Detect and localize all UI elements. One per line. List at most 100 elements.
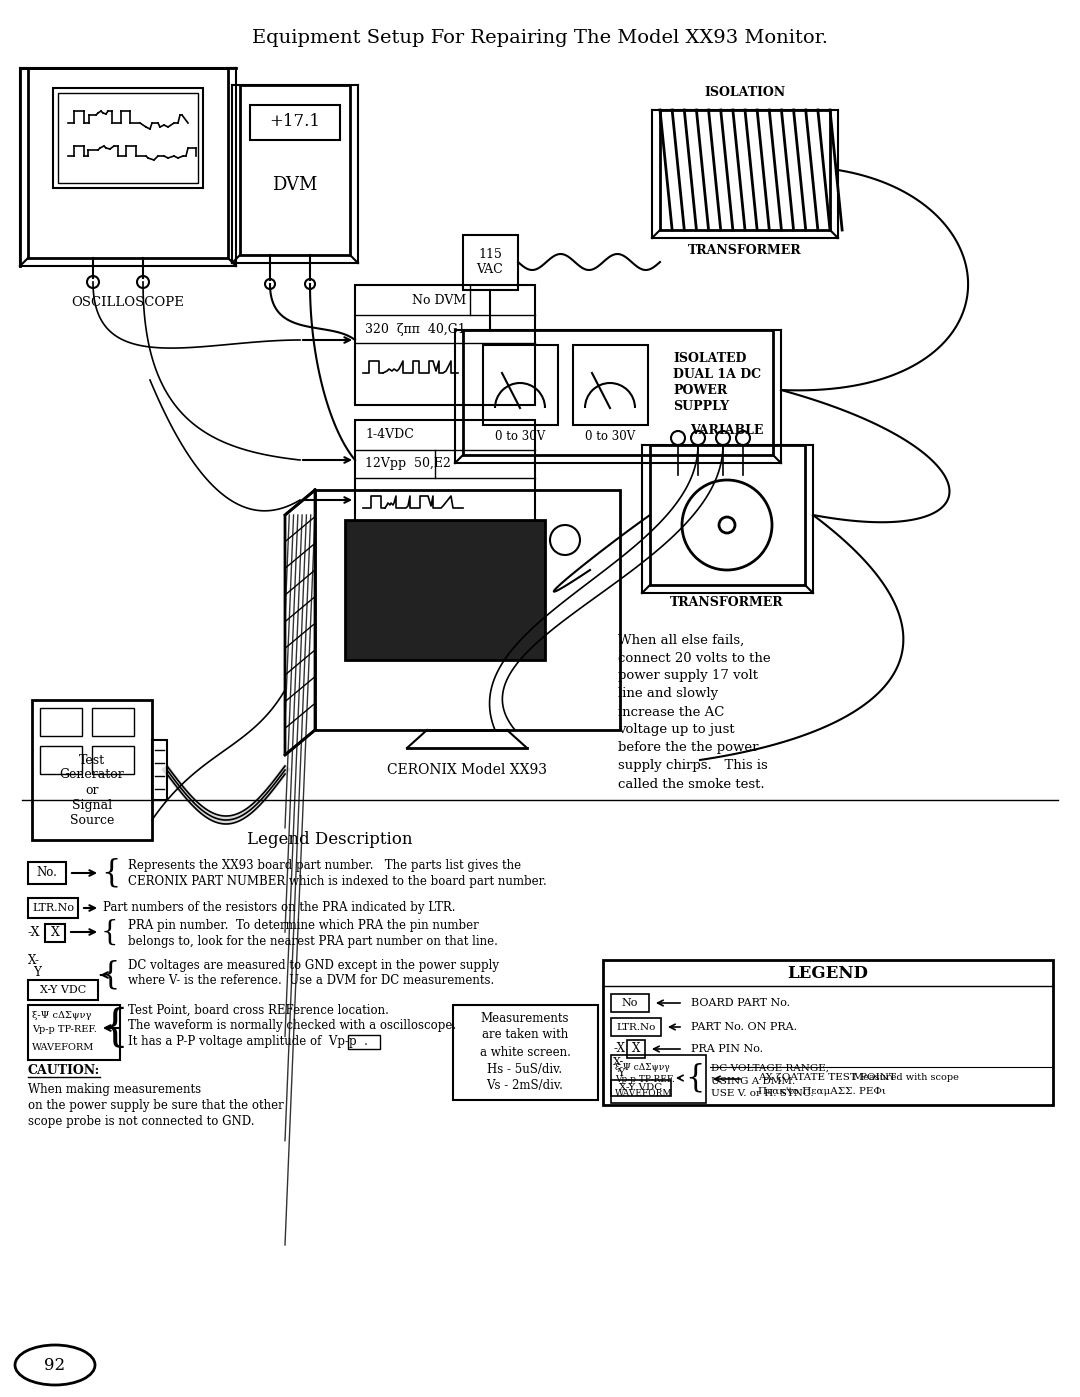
Text: CAUTION:: CAUTION: xyxy=(28,1063,100,1077)
Bar xyxy=(627,1039,645,1058)
Text: -X: -X xyxy=(613,1042,625,1056)
Bar xyxy=(453,1004,598,1099)
Bar xyxy=(58,94,198,183)
Text: LTR.No: LTR.No xyxy=(32,902,75,914)
Text: X-: X- xyxy=(28,954,40,967)
Text: Measurements: Measurements xyxy=(481,1011,569,1024)
Text: belongs to, look for the nearest PRA part number on that line.: belongs to, look for the nearest PRA par… xyxy=(129,936,498,949)
Text: OSCILLOSCOPE: OSCILLOSCOPE xyxy=(71,296,185,310)
Bar xyxy=(483,345,558,425)
Text: 115
VAC: 115 VAC xyxy=(476,249,503,277)
Text: power supply 17 volt: power supply 17 volt xyxy=(618,669,758,683)
Text: 0 to 30V: 0 to 30V xyxy=(585,430,635,443)
Text: {: { xyxy=(685,1063,704,1094)
Text: Y: Y xyxy=(33,965,41,978)
Bar xyxy=(28,1004,120,1060)
Bar xyxy=(28,981,98,1000)
Bar xyxy=(603,960,1053,1105)
Text: When all else fails,: When all else fails, xyxy=(618,633,744,647)
Text: X-: X- xyxy=(613,1058,624,1067)
Text: ξ-Ψ cΔΣψνγ: ξ-Ψ cΔΣψνγ xyxy=(32,1010,92,1020)
Text: LTR.No: LTR.No xyxy=(617,1023,656,1031)
Text: No.: No. xyxy=(37,866,57,880)
Text: Πεακ'to ΠεαμAΣΣ. ΡΕΦι: Πεακ'to ΠεαμAΣΣ. ΡΕΦι xyxy=(758,1087,886,1095)
Text: Represents the XX93 board part number.   The parts list gives the: Represents the XX93 board part number. T… xyxy=(129,859,522,873)
Text: Vs - 2mS/div.: Vs - 2mS/div. xyxy=(487,1080,564,1092)
Text: 12Vpp  50,E2: 12Vpp 50,E2 xyxy=(365,457,450,471)
Bar xyxy=(345,520,545,659)
Bar xyxy=(611,1018,661,1037)
Text: on the power supply be sure that the other: on the power supply be sure that the oth… xyxy=(28,1099,284,1112)
Text: WAVEFORM: WAVEFORM xyxy=(615,1088,673,1098)
Text: are taken with: are taken with xyxy=(482,1028,568,1042)
Text: increase the AC: increase the AC xyxy=(618,705,725,718)
Text: {: { xyxy=(102,918,119,946)
Text: 320  ζππ  40,G1: 320 ζππ 40,G1 xyxy=(365,323,465,335)
Text: ISOLATION: ISOLATION xyxy=(704,85,785,99)
Bar xyxy=(611,995,649,1011)
Text: Vp-p TP-REF.: Vp-p TP-REF. xyxy=(32,1025,97,1035)
Text: scope probe is not connected to GND.: scope probe is not connected to GND. xyxy=(28,1115,255,1129)
Text: TRANSFORMER: TRANSFORMER xyxy=(671,597,784,609)
Text: Vp-p TP-REF.: Vp-p TP-REF. xyxy=(615,1076,675,1084)
Text: Measured with scope: Measured with scope xyxy=(853,1073,959,1081)
Text: {: { xyxy=(100,1006,129,1049)
Text: DVM: DVM xyxy=(272,176,318,194)
Text: DC VOLTAGE RANGE,: DC VOLTAGE RANGE, xyxy=(711,1063,829,1073)
Text: PRA PIN No.: PRA PIN No. xyxy=(691,1044,764,1053)
Text: LEGEND: LEGEND xyxy=(787,964,868,982)
Text: DC voltages are measured to GND except in the power supply: DC voltages are measured to GND except i… xyxy=(129,958,499,971)
Bar xyxy=(92,708,134,736)
Bar xyxy=(348,1035,380,1049)
Bar xyxy=(92,746,134,774)
Bar xyxy=(40,708,82,736)
Text: It has a P-P voltage amplitude of  Vp-p  .: It has a P-P voltage amplitude of Vp-p . xyxy=(129,1035,368,1049)
Text: Y: Y xyxy=(617,1067,624,1078)
Text: The waveform is normally checked with a oscilloscope.: The waveform is normally checked with a … xyxy=(129,1020,456,1032)
Text: X-Y VDC: X-Y VDC xyxy=(40,985,86,995)
Text: Test
Generator
or
Signal
Source: Test Generator or Signal Source xyxy=(59,753,124,827)
Text: connect 20 volts to the: connect 20 volts to the xyxy=(618,651,771,665)
Text: 1-4VDC: 1-4VDC xyxy=(365,429,414,441)
Bar xyxy=(240,85,350,256)
Bar xyxy=(611,1080,671,1097)
Bar xyxy=(355,420,535,541)
Text: +17.1: +17.1 xyxy=(270,113,321,130)
Text: SUPPLY: SUPPLY xyxy=(673,400,729,412)
Text: supply chirps.   This is: supply chirps. This is xyxy=(618,760,768,773)
Bar xyxy=(32,700,152,840)
Text: called the smoke test.: called the smoke test. xyxy=(618,778,765,791)
Text: X: X xyxy=(632,1042,640,1056)
Text: voltage up to just: voltage up to just xyxy=(618,724,734,736)
Bar xyxy=(611,1055,706,1104)
Text: where V- is the reference.  Use a DVM for DC measurements.: where V- is the reference. Use a DVM for… xyxy=(129,975,495,988)
Bar xyxy=(53,88,203,189)
Text: WAVEFORM: WAVEFORM xyxy=(32,1042,94,1052)
Text: USE V. or H. SYNC.: USE V. or H. SYNC. xyxy=(711,1090,813,1098)
Text: CERONIX Model XX93: CERONIX Model XX93 xyxy=(387,763,546,777)
Text: 0 to 30V: 0 to 30V xyxy=(495,430,545,443)
Text: {: { xyxy=(100,960,120,990)
Bar xyxy=(573,345,648,425)
Bar xyxy=(660,110,831,231)
Text: Test Point, board cross REFerence location.: Test Point, board cross REFerence locati… xyxy=(129,1003,389,1017)
Text: DUAL 1A DC: DUAL 1A DC xyxy=(673,367,761,380)
Text: Equipment Setup For Repairing The Model XX93 Monitor.: Equipment Setup For Repairing The Model … xyxy=(252,29,828,47)
Bar xyxy=(40,746,82,774)
Bar xyxy=(463,330,773,455)
Text: X-Y VDC: X-Y VDC xyxy=(619,1084,663,1092)
Text: VARIABLE: VARIABLE xyxy=(690,423,764,436)
Text: {: { xyxy=(102,858,120,888)
Text: CERONIX PART NUMBER which is indexed to the board part number.: CERONIX PART NUMBER which is indexed to … xyxy=(129,876,546,888)
Text: No: No xyxy=(622,997,638,1009)
Text: before the the power: before the the power xyxy=(618,742,758,754)
Text: USING A DMM.: USING A DMM. xyxy=(711,1077,795,1085)
Text: Hs - 5uS/div.: Hs - 5uS/div. xyxy=(487,1063,563,1076)
Bar xyxy=(650,446,805,585)
Text: TRANSFORMER: TRANSFORMER xyxy=(688,243,801,257)
Text: line and slowly: line and slowly xyxy=(618,687,718,700)
Text: X: X xyxy=(51,926,59,940)
Text: No DVM: No DVM xyxy=(411,293,467,306)
Text: Part numbers of the resistors on the PRA indicated by LTR.: Part numbers of the resistors on the PRA… xyxy=(103,901,456,915)
Bar xyxy=(28,68,228,258)
